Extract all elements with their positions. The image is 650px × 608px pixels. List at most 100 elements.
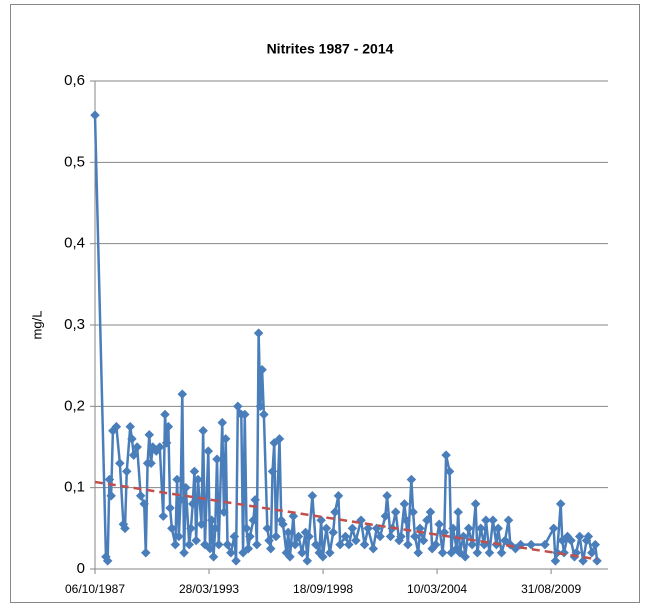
data-point [484,547,495,558]
data-point [590,539,601,550]
data-point [102,556,113,566]
data-point [111,421,122,432]
data-point [335,539,346,550]
data-point [347,523,358,534]
data-point [441,450,451,460]
data-point [430,539,441,550]
data-point [328,527,339,538]
data-point [458,531,469,542]
data-point [262,523,273,534]
data-point [592,556,602,566]
data-point [278,519,288,530]
data-point [154,442,165,452]
data-point [472,547,483,558]
data-point [401,515,412,526]
data-point [186,523,196,534]
x-tick-label: 28/03/1993 [179,582,239,596]
data-point [232,401,243,412]
data-point [448,523,458,534]
data-point [444,466,455,477]
y-tick-label: 0,4 [64,235,85,252]
data-point [206,515,217,526]
data-point [453,507,464,517]
chart-title: Nitrites 1987 - 2014 [267,41,394,57]
data-point [255,401,266,412]
x-tick-label: 18/09/1998 [293,582,353,596]
data-point [493,523,504,534]
data-point [418,535,429,546]
data-point [566,535,576,546]
y-tick-label: 0,5 [64,153,85,170]
data-point [406,474,417,485]
data-point [311,539,321,550]
data-point [115,458,125,469]
y-axis-label: mg/L [29,311,44,340]
data-point [434,519,444,530]
data-point [467,539,477,550]
data-point [316,515,326,526]
data-point [380,511,391,521]
data-point [212,454,222,465]
data-point [177,389,188,399]
data-point [302,556,313,566]
data-point [165,503,175,513]
data-point [583,531,594,542]
data-point [375,531,385,542]
data-point [245,531,255,542]
data-point [382,490,392,501]
data-point [120,523,130,534]
data-point [344,539,354,550]
data-point [252,539,262,550]
data-point [179,547,189,558]
data-point [158,511,169,521]
data-point [408,507,418,517]
data-point [250,495,261,505]
data-point [307,490,318,501]
data-point [140,547,151,558]
data-point [196,519,207,530]
data-point [135,490,146,501]
data-point [203,446,214,456]
y-tick-label: 0,1 [64,479,85,496]
data-point [410,531,420,542]
data-point [318,551,328,562]
data-point [257,364,267,375]
data-point [333,490,344,501]
data-point [350,535,361,546]
data-point [437,547,448,558]
data-point [288,511,299,521]
data-point [187,499,198,509]
data-point [189,466,200,477]
data-point [290,539,300,550]
data-point [271,531,281,542]
data-point [324,547,335,558]
data-point [128,450,139,460]
data-point [160,409,170,420]
y-tick-label: 0,6 [64,72,85,89]
data-point [226,547,236,558]
data-point [488,515,498,526]
data-point [396,531,406,542]
data-point [239,409,250,420]
trend-line [94,480,598,561]
data-point [222,539,233,550]
data-point [368,543,379,554]
data-point [208,551,219,562]
data-point [403,539,413,550]
data-point [555,499,566,509]
data-point [425,507,436,517]
data-point [586,547,597,558]
data-point [210,523,221,534]
data-point [413,547,424,558]
data-point [106,490,116,501]
data-point [330,507,340,517]
data-point [184,539,195,550]
data-point [503,515,514,526]
data-point [463,523,474,534]
data-point [293,531,304,542]
data-point [359,539,370,550]
data-point [241,523,252,534]
data-point [274,434,285,444]
data-point [163,421,174,432]
